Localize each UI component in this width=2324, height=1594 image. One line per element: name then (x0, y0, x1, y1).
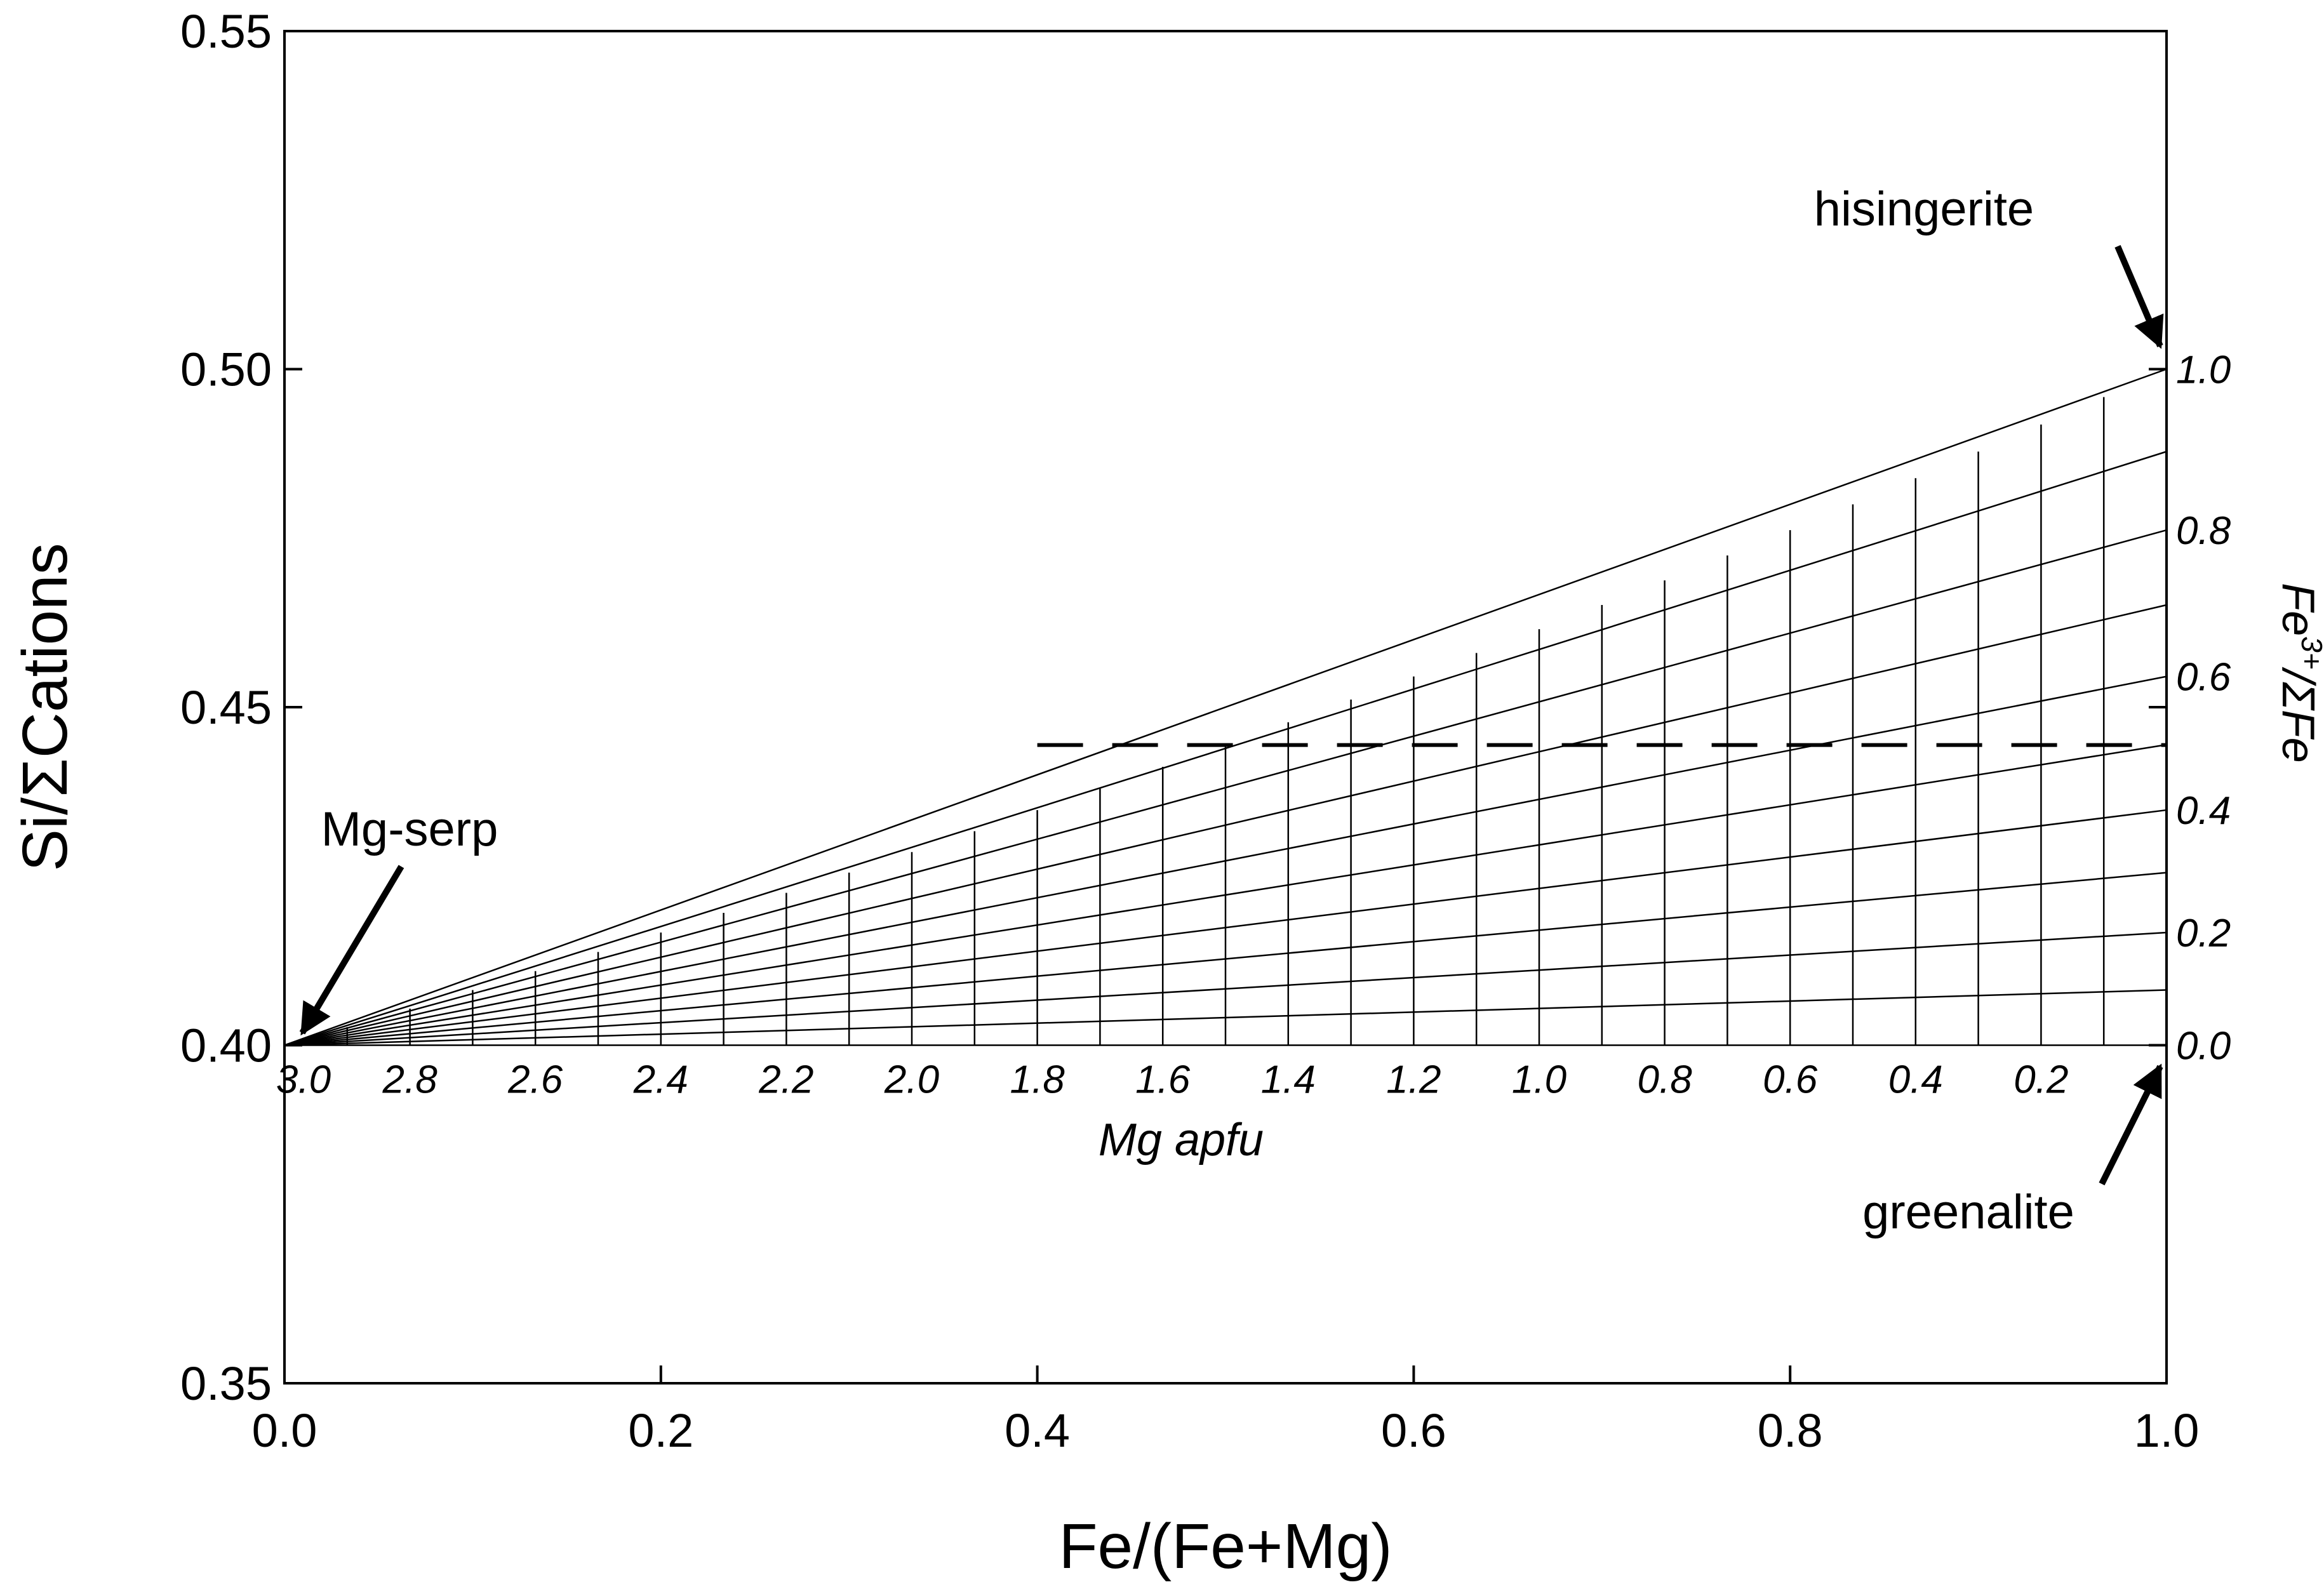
mg-apfu-label: 2.0 (884, 1058, 939, 1102)
y-axis: 0.35 0.40 0.45 0.50 0.55 (180, 5, 2167, 1410)
fe3-ratio-label: 0.6 (2176, 656, 2231, 700)
x-tick-label: 0.2 (628, 1404, 693, 1457)
mg-apfu-label: 0.6 (1763, 1058, 1818, 1102)
mg-apfu-label: 2.2 (758, 1058, 813, 1102)
x-tick-label: 0.8 (1758, 1404, 1823, 1457)
y-tick-label: 0.45 (180, 681, 272, 734)
mg-serp-label: Mg-serp (321, 802, 498, 856)
x-axis-title: Fe/(Fe+Mg) (1058, 1511, 1392, 1582)
fe3-ratio-label: 0.4 (2176, 789, 2231, 833)
x-tick-label: 0.4 (1005, 1404, 1070, 1457)
mg-apfu-label: 2.4 (633, 1058, 688, 1102)
fe3-title-sup: 3+ (2295, 636, 2324, 669)
fe3-ratio-line (284, 368, 2167, 1046)
y-tick-label: 0.50 (180, 343, 272, 396)
hisingerite-arrow (2114, 245, 2164, 349)
fe3-ratio-label: 0.2 (2176, 912, 2231, 955)
x-tick-label: 0.0 (252, 1404, 317, 1457)
mg-apfu-label: 1.2 (1386, 1058, 1441, 1102)
y-axis-title: Si/ΣCations (10, 543, 81, 872)
mg-apfu-label: 2.8 (382, 1058, 437, 1102)
hisingerite-label: hisingerite (1814, 182, 2034, 236)
mg-apfu-label: 2.6 (507, 1058, 563, 1102)
mg-apfu-title: Mg apfu (1099, 1115, 1264, 1166)
mg-apfu-label: 0.4 (1888, 1058, 1943, 1102)
fe3-ratio-label: 0.8 (2176, 509, 2231, 553)
y-tick-label: 0.35 (180, 1357, 272, 1410)
fe3-ratio-title: Fe3+/ΣFe (2273, 583, 2324, 763)
mg-apfu-label: 0.2 (2013, 1058, 2068, 1102)
x-tick-label: 1.0 (2134, 1404, 2200, 1457)
mg-apfu-label: 3.0 (276, 1058, 331, 1102)
y-tick-label: 0.40 (180, 1019, 272, 1072)
fe3-ratio-label: 1.0 (2176, 349, 2231, 392)
y-tick-label: 0.55 (180, 5, 272, 58)
fe3-title-main: Fe (2273, 583, 2323, 636)
fe3-title-rest: /ΣFe (2273, 667, 2323, 763)
fe3-ratio-labels: 1.0 0.8 0.6 0.4 0.2 0.0 (2176, 349, 2231, 1068)
model-grid (284, 368, 2168, 1046)
mg-serp-arrow (299, 865, 404, 1036)
fe3-ratio-label: 0.0 (2176, 1025, 2231, 1068)
mg-apfu-label: 1.6 (1135, 1058, 1191, 1102)
mg-apfu-label: 1.4 (1261, 1058, 1316, 1102)
greenalite-label: greenalite (1862, 1185, 2074, 1239)
mg-apfu-label: 0.8 (1637, 1058, 1692, 1102)
x-tick-label: 0.6 (1381, 1404, 1446, 1457)
mg-apfu-labels: 3.0 2.8 2.6 2.4 2.2 2.0 1.8 1.6 1.4 1.2 1.0 0.8 0.6 0… (276, 1058, 2069, 1102)
mg-apfu-label: 1.0 (1512, 1058, 1566, 1102)
mg-apfu-label: 1.8 (1010, 1058, 1065, 1102)
x-axis: 0.0 0.2 0.4 0.6 0.8 1.0 (252, 1365, 2200, 1457)
greenalite-arrow (2099, 1063, 2163, 1186)
